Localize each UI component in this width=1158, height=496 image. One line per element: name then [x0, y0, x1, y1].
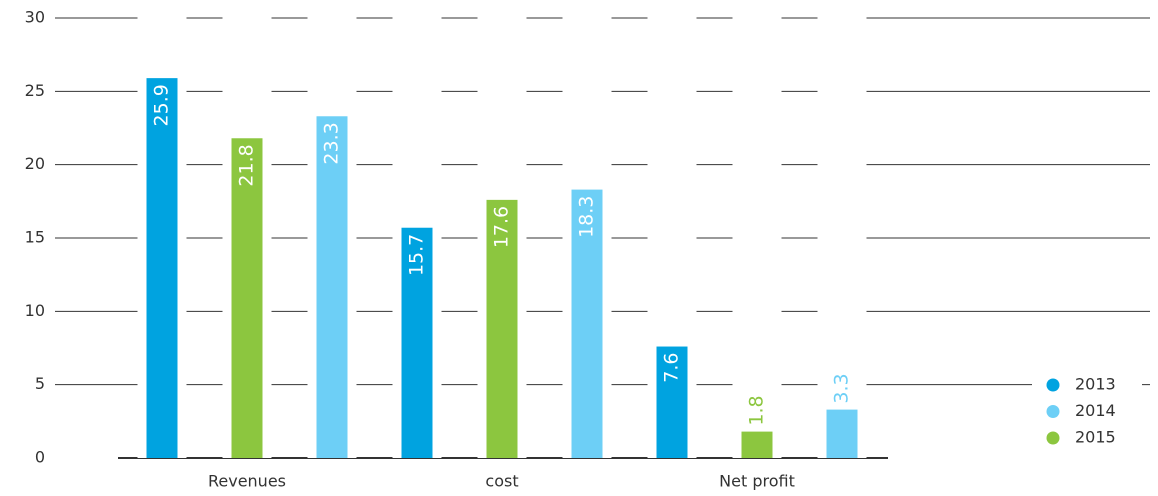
value-label: 23.3 — [321, 122, 343, 164]
bar-gap — [817, 13, 867, 458]
bar — [401, 227, 433, 458]
legend-label: 2014 — [1075, 401, 1116, 420]
bar — [656, 346, 688, 458]
bar — [146, 78, 178, 458]
y-tick-label: 5 — [35, 374, 45, 393]
bar — [826, 409, 858, 458]
value-label: 1.8 — [746, 395, 768, 425]
y-tick-label: 30 — [25, 8, 45, 27]
bar-gap — [732, 13, 782, 458]
y-tick-label: 20 — [25, 154, 45, 173]
value-label: 18.3 — [576, 196, 598, 238]
bar — [486, 199, 518, 458]
legend-swatch — [1046, 431, 1060, 445]
x-tick-label: Net profit — [719, 472, 795, 491]
y-tick-label: 0 — [35, 448, 45, 467]
legend-swatch — [1046, 378, 1060, 392]
value-label: 17.6 — [491, 206, 513, 248]
legend-swatch — [1046, 405, 1060, 418]
value-label: 7.6 — [661, 353, 683, 383]
y-tick-label: 15 — [25, 228, 45, 247]
x-tick-label: Revenues — [208, 472, 286, 491]
bar — [741, 431, 773, 458]
value-label: 21.8 — [236, 144, 258, 186]
y-tick-label: 25 — [25, 81, 45, 100]
legend-label: 2015 — [1075, 428, 1116, 447]
value-label: 3.3 — [831, 373, 853, 403]
value-label: 25.9 — [151, 84, 173, 126]
bar — [316, 116, 348, 459]
value-label: 15.7 — [406, 234, 428, 276]
bar — [571, 189, 603, 458]
legend-label: 2013 — [1075, 375, 1116, 394]
x-tick-label: cost — [485, 472, 518, 491]
y-tick-label: 10 — [25, 301, 45, 320]
bar — [231, 138, 263, 458]
